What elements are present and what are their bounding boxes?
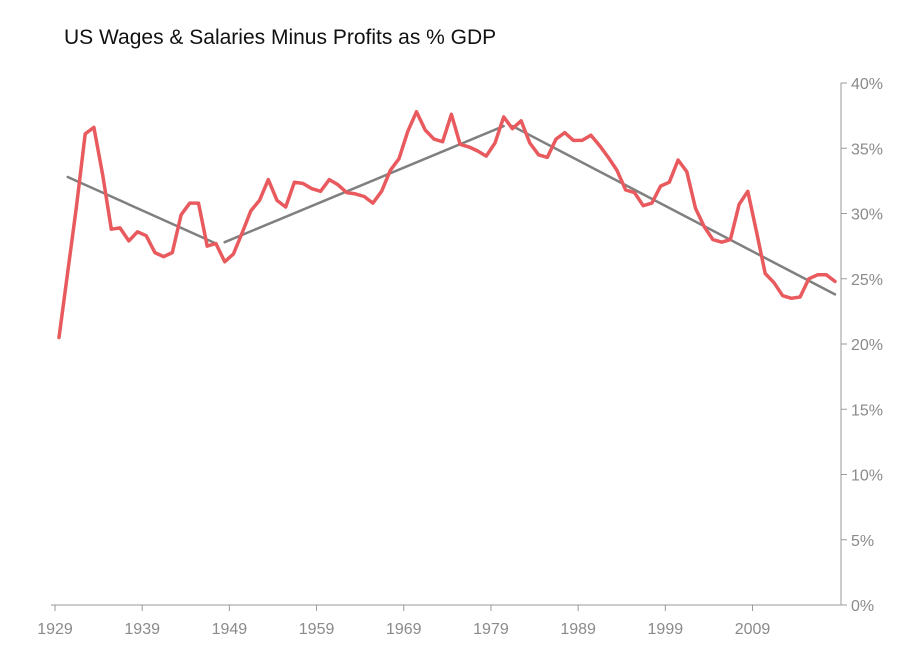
chart-title: US Wages & Salaries Minus Profits as % G…: [64, 26, 497, 49]
data-series: [57, 109, 837, 340]
trend-lines: [66, 124, 837, 296]
x-tick-label: 1959: [299, 621, 335, 638]
series-line: [57, 109, 837, 340]
y-tick-label: 20%: [851, 337, 883, 354]
trend-segment: [66, 175, 218, 245]
tick-labels: 0% 5% 10% 15% 20% 25% 30% 35% 40% 1929 1939 1949 195…: [37, 76, 883, 638]
x-tick-label: 1949: [212, 621, 248, 638]
y-tick-label: 25%: [851, 272, 883, 289]
y-tick-label: 5%: [851, 533, 874, 550]
x-tick-label: 1939: [124, 621, 160, 638]
x-tick-label: 1929: [37, 621, 73, 638]
y-tick-label: 10%: [851, 468, 883, 485]
y-tick-label: 15%: [851, 402, 883, 419]
x-tick-label: 1969: [386, 621, 422, 638]
x-tick-label: 1979: [473, 621, 509, 638]
y-tick-label: 0%: [851, 598, 874, 615]
trend-segment: [511, 124, 837, 296]
axes: [51, 82, 847, 611]
y-tick-label: 40%: [851, 76, 883, 93]
x-tick-label: 1999: [648, 621, 684, 638]
trend-segment: [223, 124, 505, 244]
x-tick-label: 2009: [735, 621, 771, 638]
y-tick-label: 35%: [851, 141, 883, 158]
y-tick-label: 30%: [851, 207, 883, 224]
x-tick-label: 1989: [560, 621, 596, 638]
